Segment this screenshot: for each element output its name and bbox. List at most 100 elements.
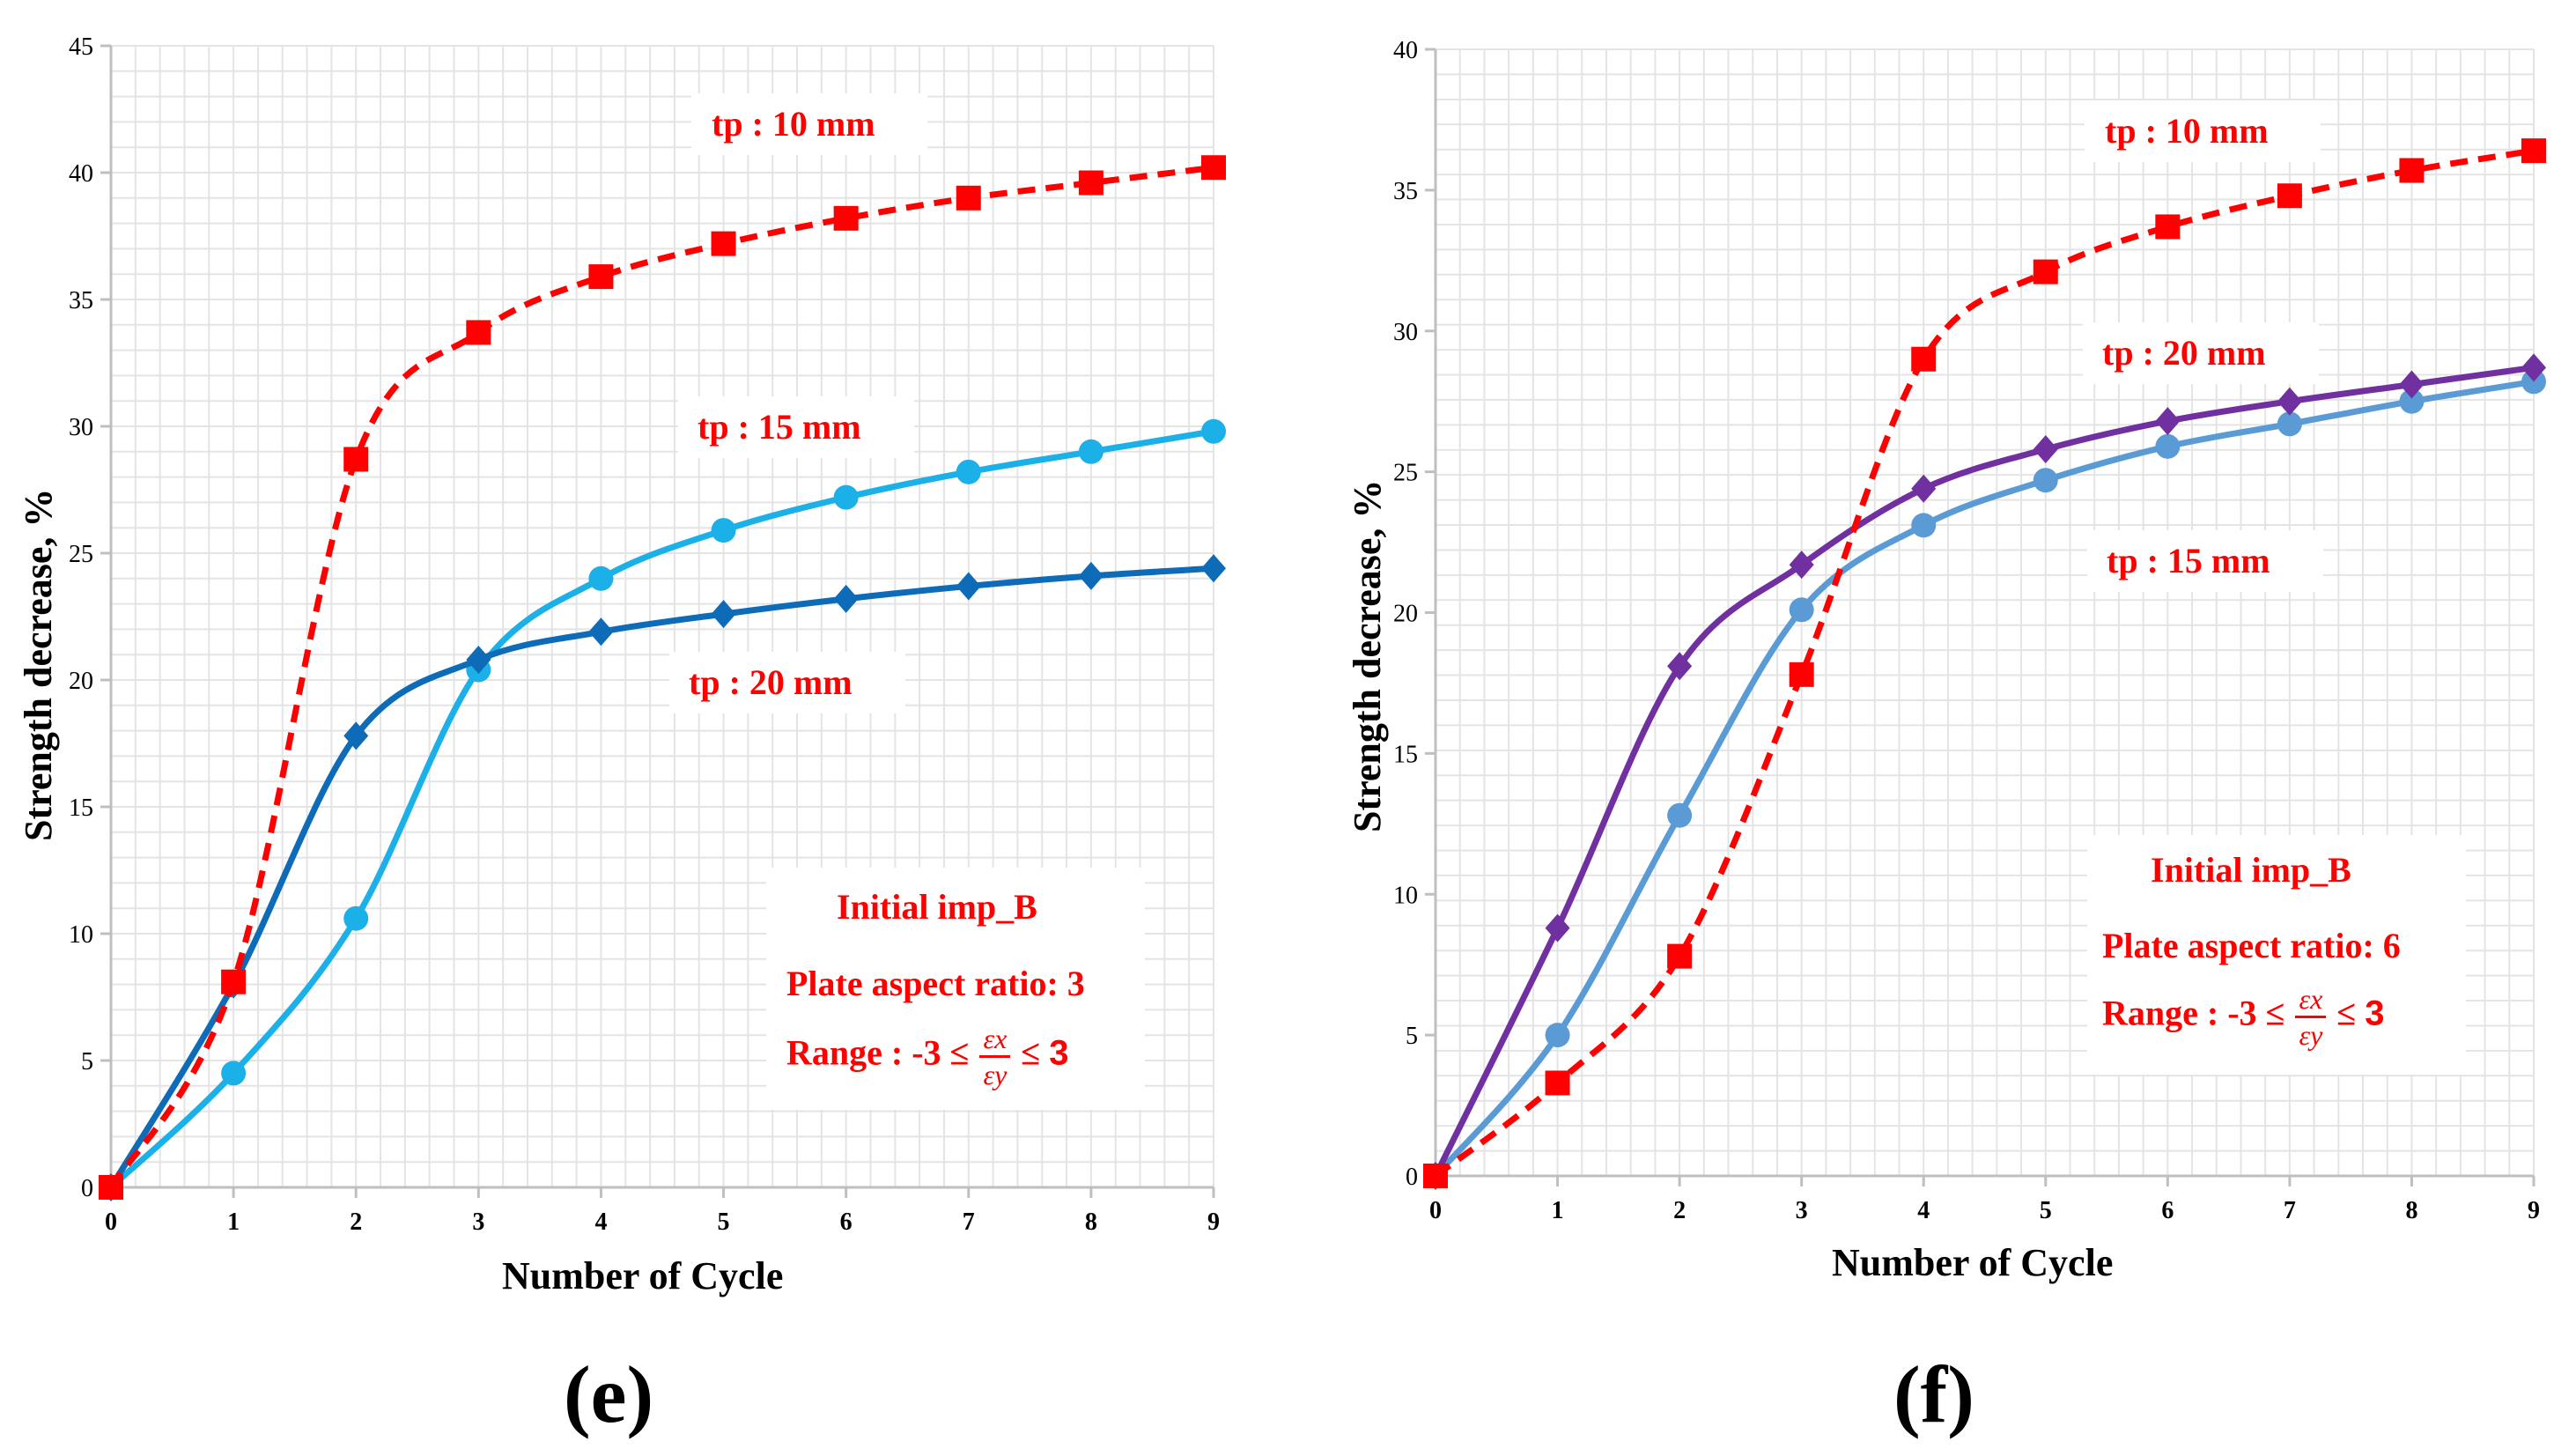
- info-box-e: [766, 868, 1145, 1110]
- data-point-circle: [2399, 388, 2425, 414]
- panel-caption-f: (f): [1893, 1349, 1974, 1439]
- info-range-f: Range : -3 ≤ εx εy ≤ 3: [2102, 982, 2385, 1052]
- series-label-f-10mm: tp : 10 mm: [2105, 111, 2269, 151]
- info-box-f: [2087, 835, 2466, 1075]
- data-point-diamond: [956, 572, 981, 601]
- data-point-diamond: [2399, 370, 2425, 399]
- x-tick-label: 9: [1207, 1208, 1220, 1236]
- x-tick-label: 2: [1673, 1197, 1686, 1224]
- x-tick-label: 4: [594, 1208, 607, 1236]
- y-tick-label: 15: [1393, 741, 1418, 768]
- y-axis-title-e: Strength decrease, %: [17, 488, 60, 841]
- x-tick-label: 8: [1085, 1208, 1097, 1236]
- series-label-box-e-10: [691, 93, 927, 155]
- data-point-square: [711, 231, 736, 256]
- x-tick-label: 7: [2284, 1197, 2296, 1224]
- x-axis-title-e: Number of Cycle: [502, 1254, 784, 1297]
- x-tick-label: 1: [227, 1208, 240, 1236]
- y-tick-label: 35: [69, 287, 93, 314]
- data-point-square: [99, 1175, 123, 1200]
- series-label-e-10mm: tp : 10 mm: [712, 104, 875, 144]
- data-point-diamond: [833, 584, 859, 613]
- data-point-square: [588, 264, 614, 290]
- y-tick-label: 25: [69, 541, 93, 568]
- data-point-diamond: [343, 721, 369, 750]
- series-label-box-f-20: [2083, 322, 2319, 384]
- fraction-e: εx εy: [979, 1022, 1011, 1091]
- info-line1-e: Initial imp_B: [837, 887, 1037, 927]
- y-tick-label: 30: [69, 414, 93, 441]
- range-suffix-symbol-f: ≤: [2336, 993, 2357, 1033]
- x-tick-label: 3: [472, 1208, 484, 1236]
- data-point-square: [221, 969, 247, 994]
- series-f-20mm: [1423, 353, 2546, 1190]
- x-tick-label: 8: [2405, 1197, 2417, 1224]
- info-line2-e: Plate aspect ratio: 3: [786, 964, 1085, 1003]
- data-point-diamond: [466, 645, 491, 674]
- data-point-circle: [221, 1061, 247, 1086]
- series-label-f-20mm: tp : 20 mm: [2102, 333, 2266, 373]
- x-tick-label: 6: [2161, 1197, 2174, 1224]
- data-point-circle: [1911, 513, 1937, 538]
- series-label-f-15mm: tp : 15 mm: [2107, 541, 2270, 580]
- panel-caption-e: (e): [564, 1349, 654, 1439]
- data-point-diamond: [1667, 652, 1693, 681]
- y-tick-label: 30: [1393, 319, 1418, 346]
- data-point-circle: [1201, 418, 1226, 444]
- x-tick-label: 2: [350, 1208, 362, 1236]
- data-point-circle: [1078, 439, 1103, 464]
- data-point-square: [2033, 259, 2058, 285]
- y-tick-label: 35: [1393, 178, 1418, 205]
- grid-f: [1435, 48, 2535, 1177]
- series-e-15mm: [99, 418, 1226, 1200]
- series-label-box-e-20: [669, 652, 905, 713]
- series-f-10mm: [1423, 138, 2546, 1188]
- y-tick-label: 20: [1393, 601, 1418, 628]
- x-tick-label: 9: [2528, 1197, 2540, 1224]
- x-tick-label: 4: [1917, 1197, 1930, 1224]
- data-point-square: [1078, 170, 1103, 196]
- data-point-diamond: [2521, 353, 2546, 382]
- data-point-square: [466, 320, 491, 345]
- x-tick-label: 6: [840, 1208, 853, 1236]
- range-prefix-f: Range : -3 ≤: [2102, 993, 2285, 1033]
- data-point-square: [956, 185, 981, 211]
- data-point-square: [1201, 155, 1226, 181]
- chart-panel-f: 0 5 10 15 20 25 30 35 40 0 1 2 3 4 5 6 7 8 9 Strength decr…: [1288, 0, 2576, 1456]
- y-tick-label: 5: [81, 1048, 93, 1075]
- series-e-20mm: [99, 554, 1226, 1201]
- y-tick-label: 0: [81, 1175, 93, 1202]
- range-suffix-symbol-e: ≤: [1021, 1032, 1041, 1073]
- x-axis-title-f: Number of Cycle: [1832, 1241, 2114, 1284]
- y-tick-label: 15: [69, 795, 93, 822]
- data-point-circle: [833, 484, 859, 510]
- y-tick-label: 10: [69, 921, 93, 949]
- series-f-15mm: [1423, 369, 2546, 1188]
- data-point-diamond: [2155, 407, 2181, 436]
- y-tick-label: 5: [1406, 1023, 1418, 1050]
- series-label-box-f-10: [2085, 100, 2321, 162]
- data-point-square: [2521, 138, 2546, 164]
- data-point-square: [1911, 346, 1937, 372]
- series-label-e-15mm: tp : 15 mm: [698, 407, 861, 447]
- chart-panel-e: 0 5 10 15 20 25 30 35 40 45 0 1 2 3 4 5 6 7 8 9 Strength de…: [17, 33, 1226, 1439]
- y-tick-label: 25: [1393, 460, 1418, 487]
- data-point-diamond: [711, 600, 736, 629]
- fraction-f: εx εy: [2295, 982, 2327, 1052]
- fraction-denominator-e: εy: [983, 1059, 1008, 1090]
- y-tick-label: 40: [1393, 37, 1418, 64]
- y-tick-label: 45: [69, 33, 93, 61]
- data-point-square: [1423, 1164, 1448, 1188]
- data-point-square: [2155, 214, 2181, 240]
- chart-f-svg: 0 5 10 15 20 25 30 35 40 0 1 2 3 4 5 6 7 8 9: [1393, 37, 2546, 1224]
- data-point-square: [2399, 158, 2425, 183]
- data-point-square: [1789, 661, 1814, 687]
- series-label-box-f-15: [2087, 530, 2323, 592]
- series-label-box-e-15: [678, 396, 914, 458]
- fraction-numerator-f: εx: [2295, 982, 2327, 1018]
- y-axis-title-f: Strength decrease, %: [1346, 479, 1389, 832]
- range-suffix-number-e: 3: [1049, 1033, 1069, 1073]
- data-point-diamond: [1201, 554, 1226, 583]
- data-point-square: [2277, 183, 2302, 209]
- data-point-circle: [956, 459, 981, 484]
